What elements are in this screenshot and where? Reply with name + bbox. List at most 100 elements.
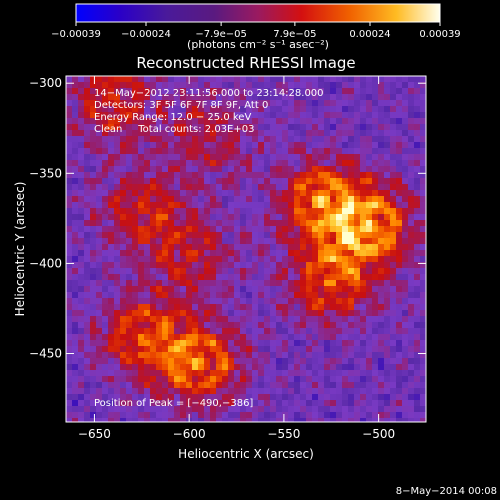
heatmap-cell: [312, 388, 319, 395]
heatmap-cell: [258, 322, 265, 329]
heatmap-cell: [216, 340, 223, 347]
heatmap-cell: [258, 412, 265, 419]
heatmap-cell: [138, 142, 145, 149]
heatmap-cell: [384, 316, 391, 323]
heatmap-cell: [216, 352, 223, 359]
heatmap-cell: [276, 310, 283, 317]
heatmap-cell: [372, 316, 379, 323]
heatmap-cell: [420, 286, 426, 293]
heatmap-cell: [120, 124, 127, 131]
heatmap-cell: [210, 166, 217, 173]
heatmap-cell: [258, 226, 265, 233]
heatmap-cell: [252, 148, 259, 155]
heatmap-cell: [162, 304, 169, 311]
heatmap-cell: [336, 256, 343, 263]
heatmap-cell: [168, 310, 175, 317]
heatmap-cell: [138, 130, 145, 137]
heatmap-cell: [228, 112, 235, 119]
heatmap-cell: [324, 298, 331, 305]
heatmap-cell: [354, 292, 361, 299]
heatmap-cell: [348, 316, 355, 323]
heatmap-cell: [216, 250, 223, 257]
heatmap-cell: [84, 328, 91, 335]
heatmap-cell: [72, 244, 79, 251]
heatmap-cell: [168, 328, 175, 335]
heatmap-cell: [168, 388, 175, 395]
heatmap-cell: [414, 268, 421, 275]
heatmap-cell: [138, 214, 145, 221]
heatmap-cell: [288, 418, 295, 422]
heatmap-cell: [276, 376, 283, 383]
heatmap-cell: [414, 220, 421, 227]
heatmap-cell: [144, 166, 151, 173]
heatmap-cell: [84, 76, 91, 83]
heatmap-cell: [342, 166, 349, 173]
heatmap-cell: [300, 352, 307, 359]
heatmap-cell: [294, 118, 301, 125]
heatmap-cell: [258, 118, 265, 125]
heatmap-cell: [258, 388, 265, 395]
heatmap-cell: [294, 286, 301, 293]
heatmap-cell: [264, 352, 271, 359]
heatmap-cell: [114, 154, 121, 161]
heatmap-cell: [318, 370, 325, 377]
heatmap-cell: [258, 178, 265, 185]
heatmap-cell: [180, 250, 187, 257]
heatmap-cell: [306, 334, 313, 341]
heatmap-cell: [216, 328, 223, 335]
heatmap-cell: [414, 376, 421, 383]
heatmap-cell: [156, 250, 163, 257]
heatmap-cell: [318, 76, 325, 83]
heatmap-cell: [246, 244, 253, 251]
heatmap-cell: [102, 370, 109, 377]
heatmap-cell: [282, 76, 289, 83]
heatmap-cell: [186, 280, 193, 287]
heatmap-cell: [414, 148, 421, 155]
heatmap-cell: [342, 322, 349, 329]
heatmap-cell: [414, 82, 421, 89]
heatmap-cell: [348, 376, 355, 383]
heatmap-cell: [276, 166, 283, 173]
heatmap-cell: [174, 232, 181, 239]
heatmap-cell: [156, 376, 163, 383]
heatmap-cell: [78, 298, 85, 305]
heatmap-cell: [276, 124, 283, 131]
heatmap-cell: [114, 298, 121, 305]
heatmap-cell: [204, 382, 211, 389]
heatmap-cell: [282, 178, 289, 185]
heatmap-cell: [198, 328, 205, 335]
heatmap-cell: [180, 130, 187, 137]
heatmap-cell: [282, 214, 289, 221]
heatmap-cell: [276, 142, 283, 149]
heatmap-cell: [396, 244, 403, 251]
heatmap-cell: [228, 154, 235, 161]
heatmap-cell: [234, 268, 241, 275]
heatmap-cell: [174, 172, 181, 179]
heatmap-cell: [108, 286, 115, 293]
heatmap-cell: [390, 316, 397, 323]
heatmap-cell: [138, 166, 145, 173]
heatmap-cell: [384, 220, 391, 227]
heatmap-cell: [414, 304, 421, 311]
heatmap-cell: [198, 274, 205, 281]
heatmap-cell: [270, 328, 277, 335]
heatmap-cell: [336, 394, 343, 401]
heatmap-cell: [240, 346, 247, 353]
heatmap-cell: [288, 124, 295, 131]
heatmap-cell: [390, 130, 397, 137]
heatmap-cell: [372, 76, 379, 83]
heatmap-cell: [246, 154, 253, 161]
heatmap-cell: [300, 388, 307, 395]
heatmap-cell: [336, 94, 343, 101]
heatmap-cell: [222, 130, 229, 137]
heatmap-cell: [210, 226, 217, 233]
heatmap-cell: [288, 406, 295, 413]
heatmap-cell: [330, 400, 337, 407]
heatmap-cell: [216, 220, 223, 227]
heatmap-cell: [132, 160, 139, 167]
heatmap-cell: [228, 118, 235, 125]
heatmap-cell: [204, 166, 211, 173]
heatmap-cell: [342, 238, 349, 245]
heatmap-cell: [102, 208, 109, 215]
annotation-total-counts: Clean Total counts: 2.03E+03: [94, 124, 254, 135]
